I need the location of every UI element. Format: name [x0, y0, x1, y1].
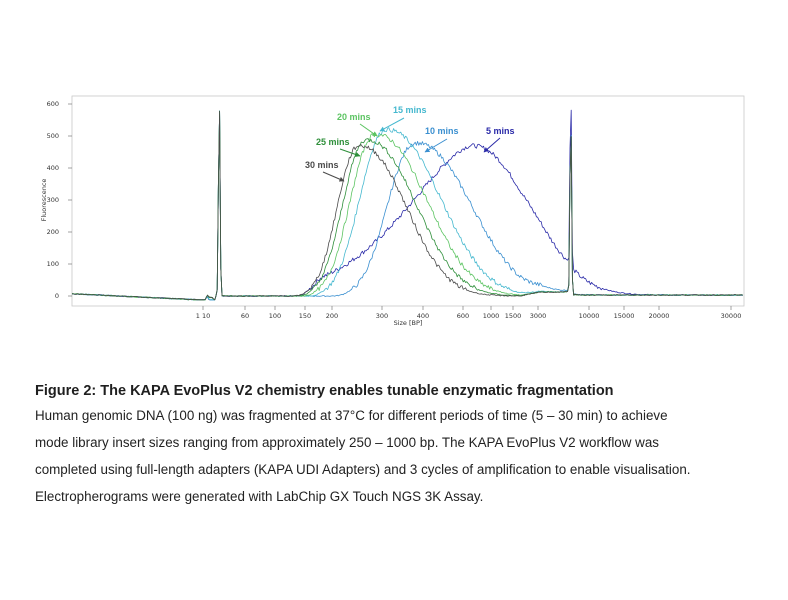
y-tick-label: 0	[55, 292, 59, 300]
series-label: 5 mins	[486, 126, 515, 136]
y-axis-label: Fluorescence	[40, 179, 48, 222]
series-label-arrow	[483, 137, 501, 153]
x-tick-label: 100	[269, 312, 281, 320]
series-label-arrow	[339, 148, 361, 157]
x-tick-label: 10000	[579, 312, 600, 320]
x-tick-label: 30000	[721, 312, 742, 320]
y-tick-label: 100	[47, 260, 59, 268]
series-label: 15 mins	[393, 105, 427, 115]
caption-title: Figure 2: The KAPA EvoPlus V2 chemistry …	[35, 383, 614, 399]
caption-body: Human genomic DNA (100 ng) was fragmente…	[35, 402, 765, 510]
x-tick-label: 200	[326, 312, 338, 320]
y-tick-label: 200	[47, 228, 59, 236]
caption-line: Electropherograms were generated with La…	[35, 489, 484, 504]
caption-line: mode library insert sizes ranging from a…	[35, 435, 659, 450]
series-label-arrow	[322, 171, 345, 182]
x-tick-label: 15000	[614, 312, 635, 320]
caption-line: Human genomic DNA (100 ng) was fragmente…	[35, 408, 668, 423]
x-tick-label: 1000	[483, 312, 500, 320]
x-tick-label: 3000	[530, 312, 547, 320]
y-axis: 0 100 200 300 400 500 600	[47, 100, 72, 300]
figure-caption: Figure 2: The KAPA EvoPlus V2 chemistry …	[35, 380, 765, 510]
series-labels: 5 mins 10 mins 15 mins 20 mins 25 mins 30 min…	[305, 105, 515, 182]
y-tick-label: 400	[47, 164, 59, 172]
series-line	[71, 110, 743, 301]
series-label: 25 mins	[316, 137, 350, 147]
electropherogram-chart: 0 100 200 300 400 500 600 1 10 60 100 150 200 300 40…	[40, 95, 745, 327]
y-tick-label: 500	[47, 132, 59, 140]
x-tick-label: 20000	[649, 312, 670, 320]
y-tick-label: 300	[47, 196, 59, 204]
x-tick-label: 60	[241, 312, 249, 320]
series-label-arrow	[359, 123, 378, 137]
x-tick-label: 300	[376, 312, 388, 320]
x-tick-label: 1500	[505, 312, 522, 320]
x-tick-label: 600	[457, 312, 469, 320]
y-tick-label: 600	[47, 100, 59, 108]
series-label-arrow	[424, 138, 448, 153]
x-axis: 1 10 60 100 150 200 300 400 600 1000 1500 3000 1000…	[196, 306, 742, 320]
x-tick-label: 1 10	[196, 312, 210, 320]
x-tick-label: 400	[417, 312, 429, 320]
series-traces	[71, 109, 743, 301]
series-label: 30 mins	[305, 160, 339, 170]
series-label: 10 mins	[425, 126, 459, 136]
x-axis-label: Size [BP]	[394, 319, 423, 327]
caption-line: completed using full-length adapters (KA…	[35, 462, 691, 477]
series-label: 20 mins	[337, 112, 371, 122]
x-tick-label: 150	[299, 312, 311, 320]
plot-frame	[71, 95, 745, 307]
series-label-arrow	[379, 117, 405, 132]
